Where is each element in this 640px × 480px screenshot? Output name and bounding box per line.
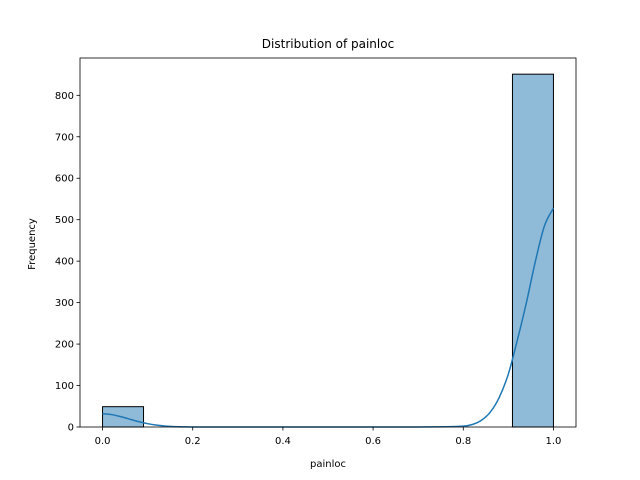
y-tick-label-0: 0 xyxy=(68,423,74,434)
x-tick-label-0: 0.0 xyxy=(95,436,111,447)
x-tick-label-5: 1.0 xyxy=(546,436,562,447)
y-tick-label-6: 600 xyxy=(55,174,74,185)
histogram-bar-10 xyxy=(511,73,554,428)
y-tick-label-8: 800 xyxy=(55,91,74,102)
y-axis-label: Frequency xyxy=(27,218,38,270)
y-tick-label-5: 500 xyxy=(55,215,74,226)
x-tick-label-2: 0.4 xyxy=(275,436,291,447)
y-tick-label-3: 300 xyxy=(55,298,74,309)
y-tick-label-1: 100 xyxy=(55,381,74,392)
y-tick-label-7: 700 xyxy=(55,132,74,143)
x-tick-label-4: 0.8 xyxy=(455,436,471,447)
x-axis-label: painloc xyxy=(310,459,346,470)
y-tick-label-4: 400 xyxy=(55,257,74,268)
x-tick-label-3: 0.6 xyxy=(365,436,381,447)
kde-line xyxy=(102,207,555,428)
x-tick-label-1: 0.2 xyxy=(185,436,201,447)
chart-title: Distribution of painloc xyxy=(262,37,394,51)
plot-area: 0.0 0.2 0.4 0.6 0.8 1.0 0 100 200 300 400 500 600 700… xyxy=(55,57,577,447)
y-tick-label-2: 200 xyxy=(55,340,74,351)
axes-frame xyxy=(79,57,577,428)
